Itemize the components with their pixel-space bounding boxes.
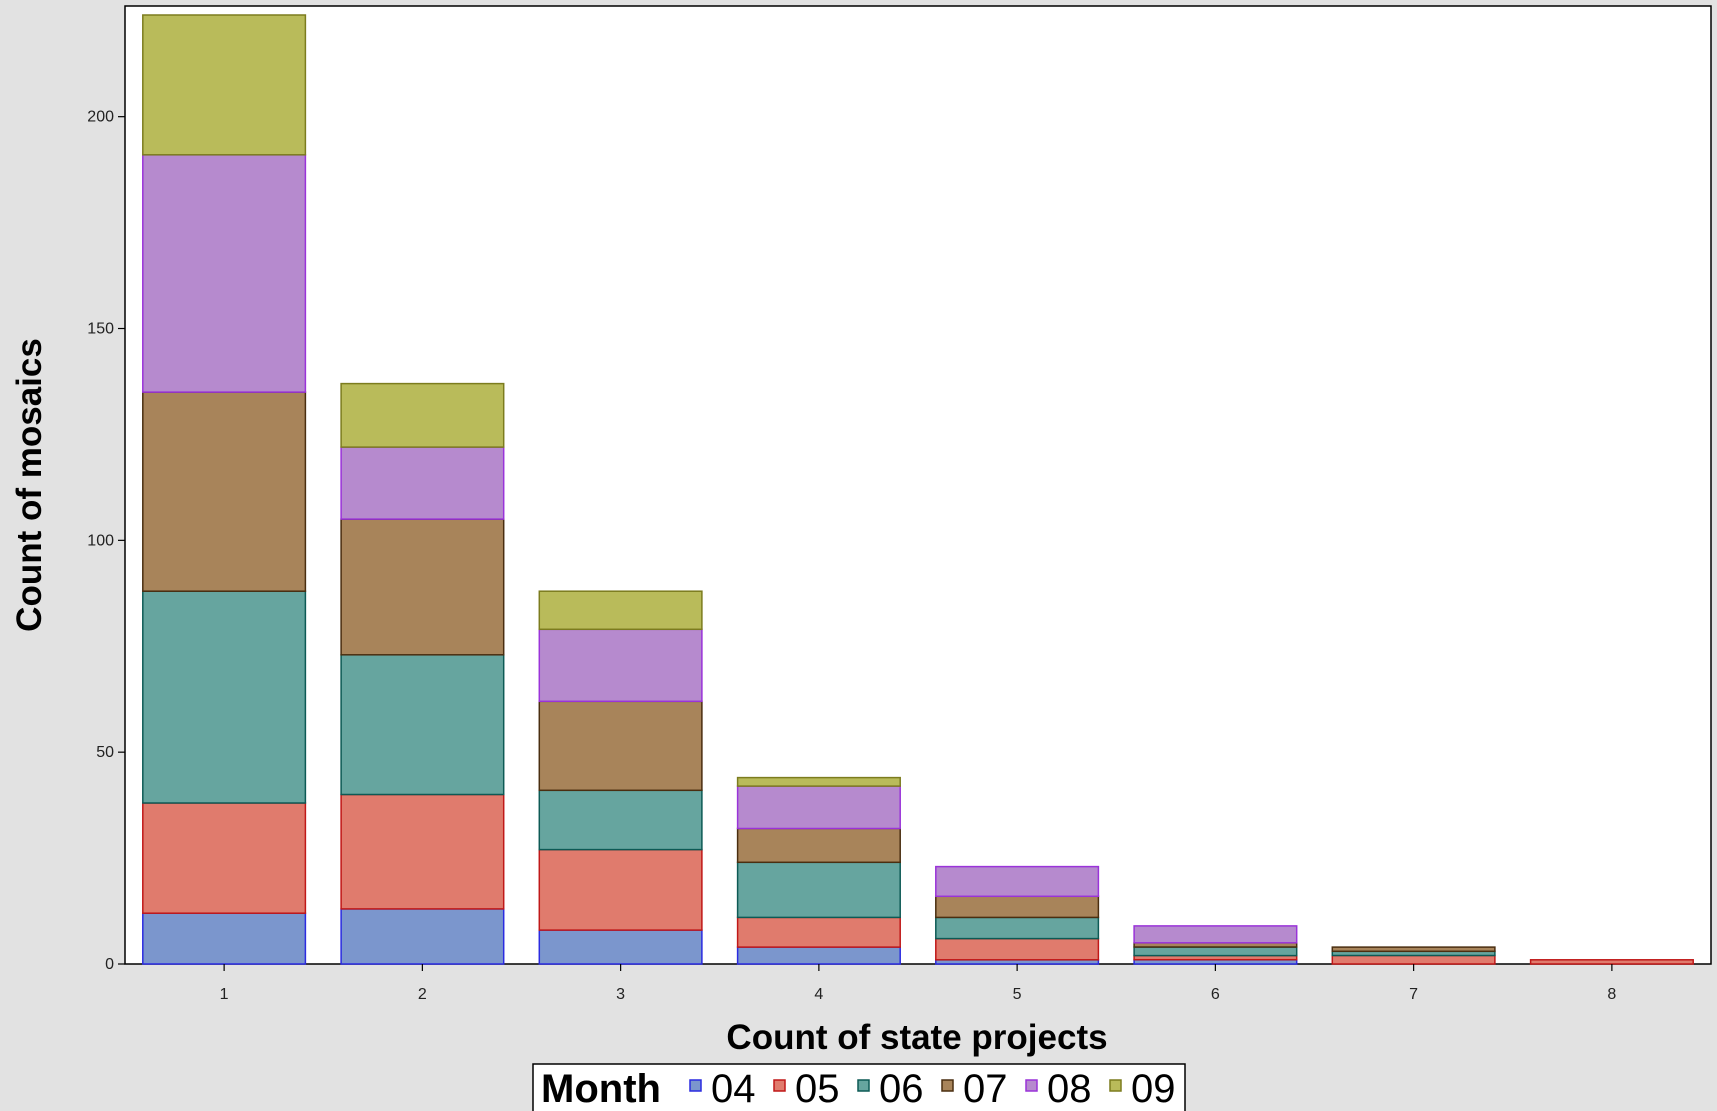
x-tick-label: 6 <box>1211 986 1220 1003</box>
legend-title: Month <box>541 1067 661 1111</box>
y-tick-label: 200 <box>87 109 114 126</box>
bar-segment-1-06 <box>142 590 307 804</box>
bar-segment-1-04 <box>142 912 307 965</box>
bar-segment-2-04 <box>340 908 505 965</box>
bar-segment-4-09 <box>736 776 901 787</box>
y-axis: 0 50 100 150 200 <box>87 109 125 973</box>
bar-segment-3-07 <box>538 700 703 792</box>
legend-swatch-04 <box>689 1079 702 1092</box>
legend-swatch-08 <box>1025 1079 1038 1092</box>
x-tick-label: 4 <box>814 986 823 1003</box>
x-tick-label: 1 <box>220 986 229 1003</box>
legend-swatch-06 <box>857 1079 870 1092</box>
legend-swatch-05 <box>773 1079 786 1092</box>
bar-segment-1-05 <box>142 802 307 914</box>
x-axis: 1 2 3 4 5 6 7 8 <box>220 964 1616 1003</box>
y-tick-label: 100 <box>87 532 114 549</box>
y-axis-title: Count of mosaics <box>10 338 49 632</box>
x-tick-label: 2 <box>418 986 427 1003</box>
legend: Month 04 05 06 07 08 09 <box>532 1063 1186 1111</box>
bar-segment-2-07 <box>340 518 505 656</box>
bar-segment-3-08 <box>538 628 703 703</box>
legend-items: 04 05 06 07 08 09 <box>689 1067 1176 1111</box>
bar-segment-4-05 <box>736 916 901 948</box>
x-tick-label: 8 <box>1607 986 1616 1003</box>
x-tick-label: 7 <box>1409 986 1418 1003</box>
x-axis-title: Count of state projects <box>726 1018 1107 1057</box>
bar-segment-5-08 <box>935 865 1100 898</box>
bar-segment-1-08 <box>142 154 307 393</box>
bar-segment-4-06 <box>736 861 901 919</box>
bar-segment-2-09 <box>340 382 505 448</box>
bar-segment-4-04 <box>736 946 901 965</box>
bar-segment-7-05 <box>1331 954 1496 965</box>
x-tick-label: 5 <box>1013 986 1022 1003</box>
legend-swatch-07 <box>941 1079 954 1092</box>
bar-segment-1-07 <box>142 391 307 592</box>
bar-segment-7-07 <box>1331 946 1496 953</box>
bar-segment-5-06 <box>935 916 1100 940</box>
bar-segment-2-08 <box>340 446 505 520</box>
bar-segment-3-05 <box>538 848 703 931</box>
bar-segment-5-05 <box>935 937 1100 961</box>
bar-segment-3-04 <box>538 929 703 965</box>
bar-segment-4-08 <box>736 785 901 830</box>
bar-segment-6-08 <box>1133 925 1298 944</box>
bar-segment-3-09 <box>538 590 703 631</box>
legend-label-07: 07 <box>963 1067 1008 1111</box>
bar-segment-8-05 <box>1529 959 1694 965</box>
bar-segment-1-09 <box>142 14 307 156</box>
bar-segment-4-07 <box>736 827 901 864</box>
y-tick-label: 0 <box>105 956 114 973</box>
x-tick-label: 3 <box>616 986 625 1003</box>
bar-segment-2-06 <box>340 653 505 796</box>
bar-segment-6-06 <box>1133 946 1298 957</box>
bar-segment-2-05 <box>340 793 505 910</box>
bars-layer <box>142 14 1694 965</box>
legend-label-04: 04 <box>711 1067 756 1111</box>
bar-segment-3-06 <box>538 789 703 851</box>
bar-segment-5-07 <box>935 895 1100 919</box>
legend-label-05: 05 <box>795 1067 840 1111</box>
legend-label-09: 09 <box>1131 1067 1176 1111</box>
y-tick-label: 50 <box>96 744 114 761</box>
legend-label-06: 06 <box>879 1067 924 1111</box>
legend-label-08: 08 <box>1047 1067 1092 1111</box>
legend-box <box>532 1063 1186 1111</box>
y-tick-label: 150 <box>87 321 114 338</box>
legend-swatch-09 <box>1109 1079 1122 1092</box>
